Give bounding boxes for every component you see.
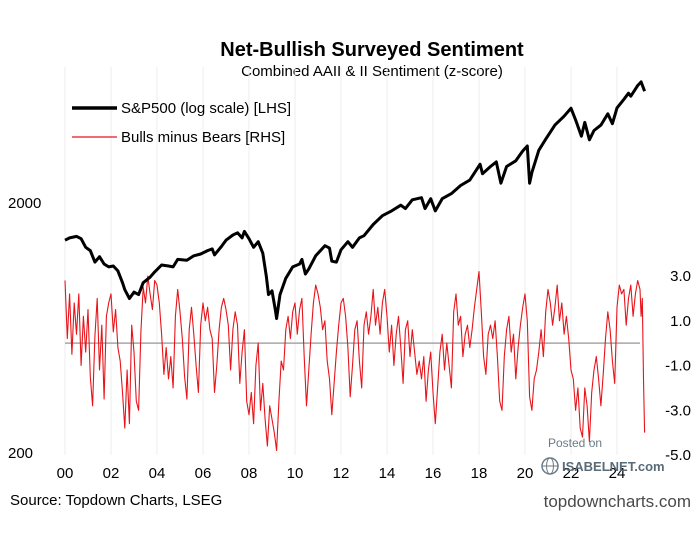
x-tick-label: 24 [609,465,626,482]
x-tick-label: 10 [287,465,304,482]
series-line-sp500 [64,80,647,320]
source-note: Source: Topdown Charts, LSEG [10,492,222,509]
legend: S&P500 (log scale) [LHS] Bulls minus Bea… [72,100,291,146]
x-tick-label: 20 [517,465,534,482]
x-tick-label: 00 [57,465,74,482]
right-tick-label: -1.0 [665,358,691,375]
left-axis: 2000 200 [8,195,41,462]
x-tick-label: 06 [195,465,212,482]
x-tick-label: 12 [333,465,350,482]
x-tick-label: 14 [379,465,396,482]
x-axis: 00 02 04 06 08 10 12 14 16 18 20 22 24 [57,465,626,482]
watermark-site: ISABELNET.com [562,459,665,474]
right-tick-label: 3.0 [670,268,691,285]
right-axis: 3.0 1.0 -1.0 -3.0 -5.0 [665,268,691,464]
series-line-bulls-minus-bears [64,270,646,452]
series-layer [64,80,647,452]
legend-label-spx: S&P500 (log scale) [LHS] [121,100,291,117]
left-tick-label: 2000 [8,195,41,212]
right-tick-label: -3.0 [665,402,691,419]
globe-icon [541,457,559,475]
x-tick-label: 04 [149,465,166,482]
x-tick-label: 18 [471,465,488,482]
grid-lines [64,67,618,455]
chart-title: Net-Bullish Surveyed Sentiment [220,39,524,61]
chart-subtitle: Combined AAII & II Sentiment (z-score) [241,63,503,80]
x-tick-label: 08 [241,465,258,482]
watermark-posted: Posted on [548,436,602,450]
brand-label: topdowncharts.com [544,492,691,511]
right-tick-label: -5.0 [665,447,691,464]
left-tick-label: 200 [8,445,33,462]
isabelnet-watermark: Posted on ISABELNET.com [541,436,665,475]
legend-label-sentiment: Bulls minus Bears [RHS] [121,129,285,146]
x-tick-label: 22 [563,465,580,482]
x-tick-label: 16 [425,465,442,482]
x-tick-label: 02 [103,465,120,482]
right-tick-label: 1.0 [670,313,691,330]
